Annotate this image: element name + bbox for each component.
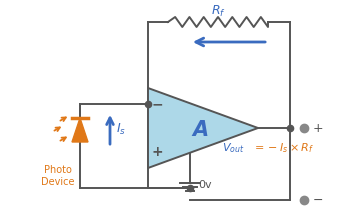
- Polygon shape: [72, 118, 88, 142]
- Text: Photo
Device: Photo Device: [41, 165, 75, 187]
- Polygon shape: [148, 88, 258, 168]
- Text: −: −: [151, 97, 163, 111]
- Text: +: +: [151, 145, 163, 159]
- Text: −: −: [313, 194, 324, 206]
- Text: $I_s$: $I_s$: [116, 122, 126, 137]
- Text: 0v: 0v: [198, 180, 212, 190]
- Text: A: A: [193, 120, 209, 140]
- Text: $= -I_s \times R_f$: $= -I_s \times R_f$: [252, 141, 314, 155]
- Text: $R_f$: $R_f$: [211, 3, 225, 19]
- Text: +: +: [313, 121, 324, 135]
- Text: $V_{out}$: $V_{out}$: [222, 141, 245, 155]
